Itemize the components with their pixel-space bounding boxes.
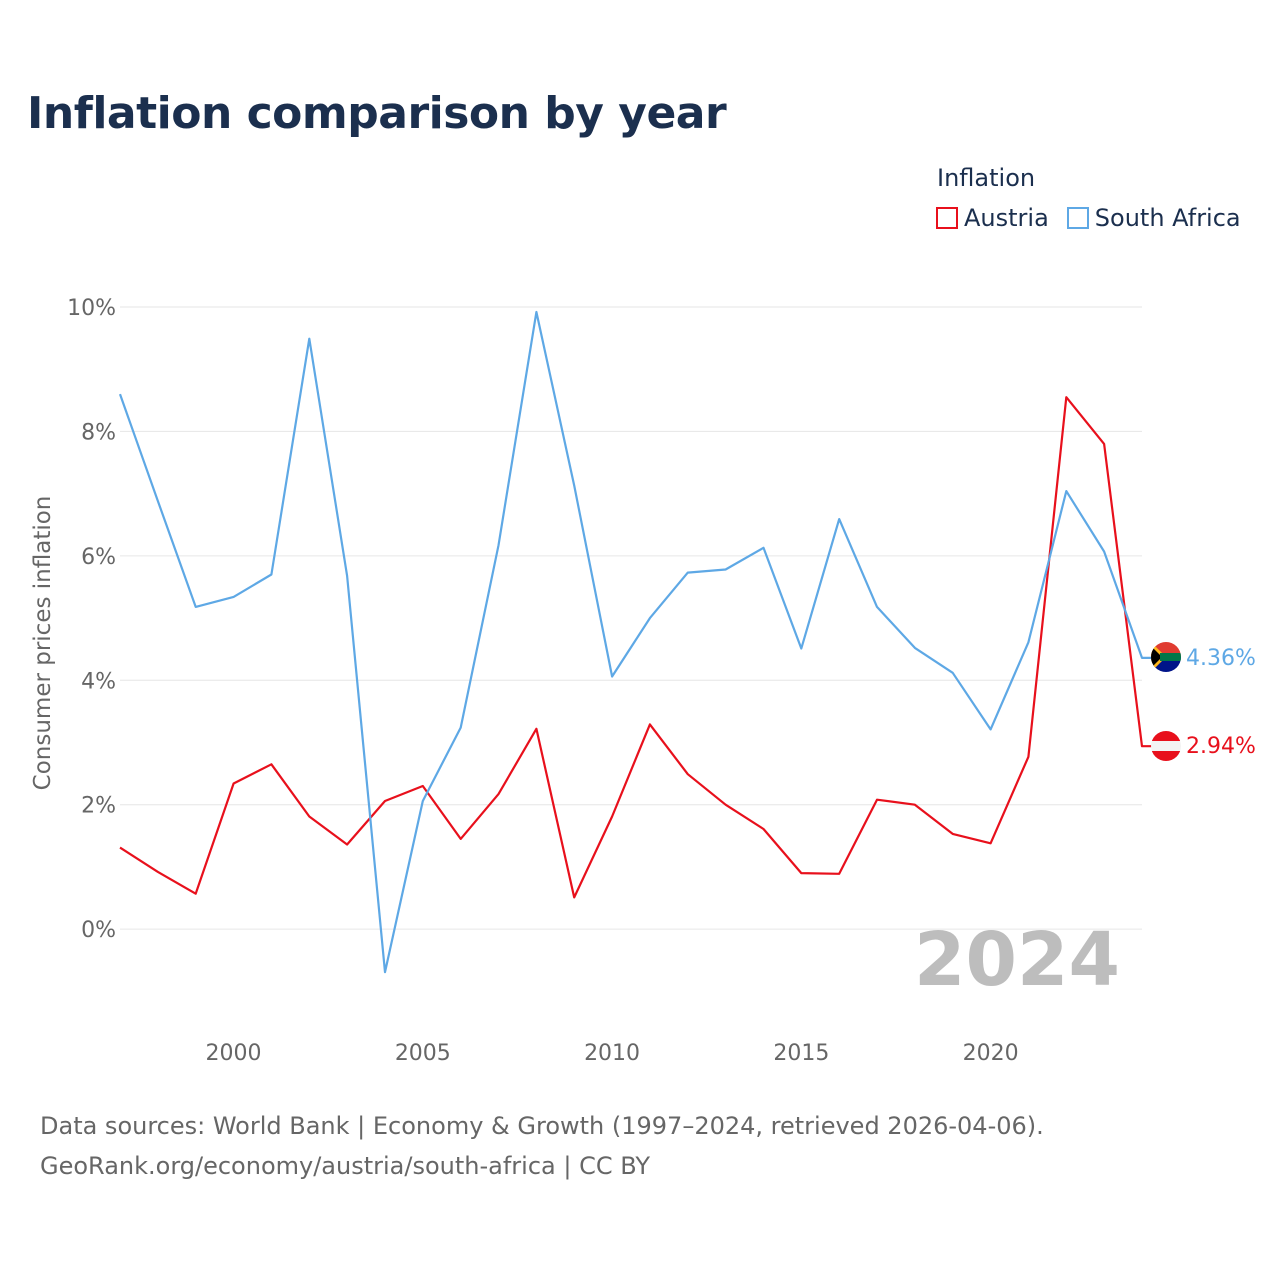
legend-swatch-south-africa <box>1066 207 1089 229</box>
x-tick-label: 2020 <box>963 1041 1019 1066</box>
south-africa-flag-icon <box>1151 642 1181 672</box>
legend-item-austria[interactable]: Austria <box>936 204 1049 232</box>
y-tick-label: 0% <box>81 918 116 943</box>
end-label-austria: 2.94% <box>1186 734 1256 759</box>
footer-attribution: GeoRank.org/economy/austria/south-africa… <box>40 1152 651 1180</box>
legend-swatch-austria <box>936 207 958 229</box>
y-axis-label: Consumer prices inflation <box>30 496 56 791</box>
y-tick-label: 2% <box>81 794 116 819</box>
x-tick-label: 2005 <box>395 1041 451 1066</box>
austria-flag-icon <box>1151 731 1181 761</box>
legend-label-austria: Austria <box>964 204 1049 232</box>
series-line-south-africa[interactable] <box>118 310 1152 974</box>
year-watermark: 2024 <box>914 917 1120 1003</box>
legend: Austria South Africa <box>936 204 1259 232</box>
legend-item-south-africa[interactable]: South Africa <box>1066 204 1241 232</box>
end-label-south-africa: 4.36% <box>1186 646 1256 671</box>
y-tick-label: 4% <box>81 669 116 694</box>
y-tick-label: 6% <box>81 545 116 570</box>
legend-title: Inflation <box>937 164 1036 192</box>
x-tick-label: 2000 <box>206 1041 262 1066</box>
footer-sources: Data sources: World Bank | Economy & Gro… <box>40 1112 1044 1140</box>
x-tick-label: 2015 <box>773 1041 829 1066</box>
x-tick-label: 2010 <box>584 1041 640 1066</box>
y-tick-label: 8% <box>81 420 116 445</box>
series-line-austria[interactable] <box>119 396 1152 899</box>
chart-title: Inflation comparison by year <box>27 88 727 139</box>
legend-label-south-africa: South Africa <box>1094 204 1241 232</box>
y-tick-label: 10% <box>67 296 116 321</box>
footer: Data sources: World Bank | Economy & Gro… <box>40 1106 1044 1186</box>
